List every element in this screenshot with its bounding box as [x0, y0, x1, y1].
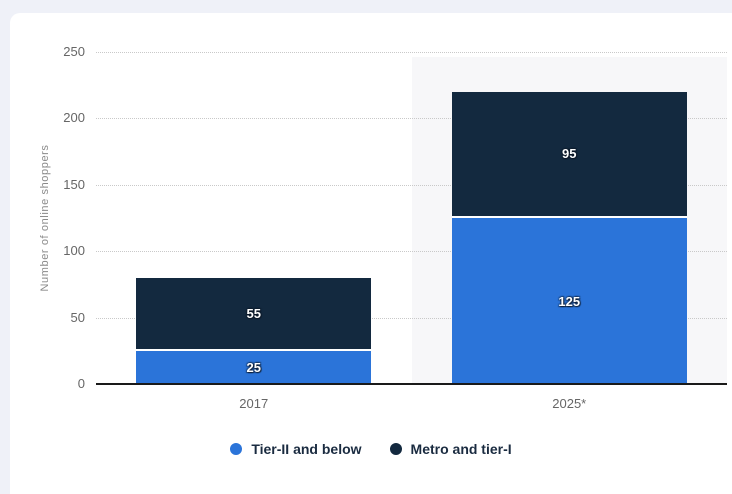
y-tick-label-250: 250 — [63, 44, 85, 59]
legend: Tier-II and below Metro and tier-I — [10, 441, 732, 457]
chart-card: Number of online shoppers 0 50 100 150 200 25… — [10, 13, 732, 494]
y-tick-label-100: 100 — [63, 243, 85, 259]
bar-value-label: 125 — [558, 293, 581, 309]
legend-item-tier2-and-below[interactable]: Tier-II and below — [230, 441, 362, 457]
legend-color-dot — [230, 443, 243, 455]
bar-segment-2017-metro[interactable]: 55 — [136, 277, 372, 351]
y-tick-label-200: 200 — [63, 110, 85, 126]
bar-segment-2017-tier2[interactable]: 25 — [136, 350, 372, 384]
x-tick-label-2025: 2025* — [552, 396, 587, 411]
bar-value-label: 95 — [562, 146, 577, 162]
y-tick-label-0: 0 — [77, 376, 85, 391]
gridline-100 — [96, 251, 727, 253]
y-tick-label-50: 50 — [70, 309, 85, 325]
gridline-50 — [96, 317, 727, 319]
legend-label: Tier-II and below — [251, 441, 362, 457]
x-axis-line — [96, 383, 727, 385]
bar-value-label: 55 — [246, 305, 261, 321]
x-tick-label-2017: 2017 — [239, 396, 269, 411]
bar-segment-2025-tier2[interactable]: 125 — [451, 218, 687, 384]
y-tick-label-150: 150 — [63, 176, 85, 192]
y-axis-title: Number of online shoppers — [39, 144, 51, 292]
gridline-250 — [96, 52, 727, 53]
legend-item-metro-and-tier1[interactable]: Metro and tier-I — [389, 441, 512, 457]
legend-label: Metro and tier-I — [410, 441, 512, 457]
bar-value-label: 25 — [246, 359, 261, 375]
bar-segment-2025-metro[interactable]: 95 — [451, 91, 687, 218]
plot-area: 0 50 100 150 200 250 25 55 2017 125 95 2025* — [63, 44, 727, 411]
gridline-200 — [96, 118, 727, 120]
legend-color-dot — [389, 443, 402, 455]
gridline-150 — [96, 184, 727, 186]
